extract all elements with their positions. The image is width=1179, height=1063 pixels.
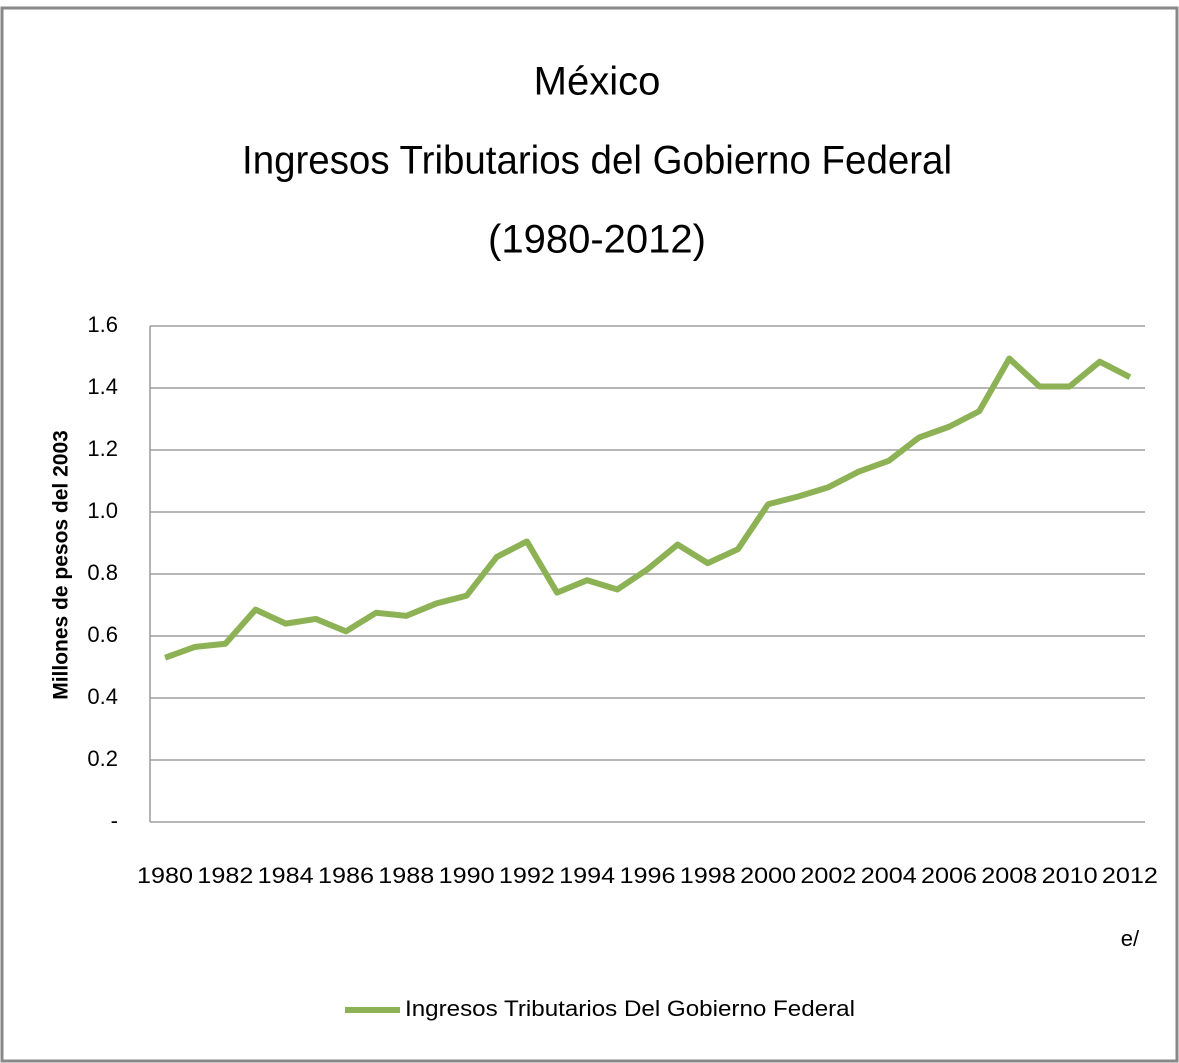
y-tick-label: - (111, 808, 118, 833)
legend-label: Ingresos Tributarios Del Gobierno Federa… (405, 996, 855, 1021)
y-tick-label: 1.6 (87, 312, 118, 337)
x-tick-label: 1996 (620, 863, 676, 888)
x-tick-label: 1992 (499, 863, 555, 888)
y-tick-label: 1.2 (87, 436, 118, 461)
x-tick-note: e/ (1121, 926, 1140, 951)
x-tick-label: 2002 (800, 863, 856, 888)
y-tick-label: 0.8 (87, 560, 118, 585)
y-tick-label: 1.4 (87, 374, 118, 399)
x-tick-label: 2008 (981, 863, 1037, 888)
chart-title: Ingresos Tributarios del Gobierno Federa… (242, 139, 952, 183)
x-tick-label: 2004 (861, 863, 917, 888)
x-tick-label: 1994 (559, 863, 615, 888)
chart-frame (0, 6, 1179, 1063)
y-axis-label: Millones de pesos del 2003 (50, 430, 73, 700)
y-tick-label: 1.0 (87, 498, 118, 523)
x-tick-label: 1986 (318, 863, 374, 888)
x-tick-label: 2006 (921, 863, 977, 888)
y-tick-label: 0.2 (87, 746, 118, 771)
x-tick-label: 1984 (258, 863, 314, 888)
x-tick-label: 2010 (1042, 863, 1098, 888)
x-tick-label: 1990 (439, 863, 495, 888)
x-tick-label: 2012 (1102, 863, 1158, 888)
chart-title: México (534, 60, 661, 104)
x-tick-label: 1980 (137, 863, 193, 888)
x-tick-label: 1998 (680, 863, 736, 888)
y-tick-label: 0.6 (87, 622, 118, 647)
y-tick-label: 0.4 (87, 684, 118, 709)
series-line (164, 355, 1132, 661)
x-tick-label: 1988 (378, 863, 434, 888)
x-tick-label: 1982 (197, 863, 253, 888)
x-tick-label: 2000 (740, 863, 796, 888)
chart-title: (1980-2012) (488, 218, 706, 262)
